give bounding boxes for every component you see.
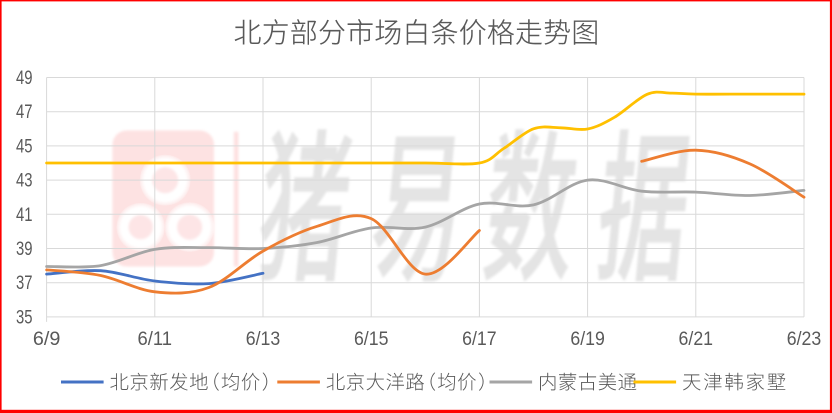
svg-text:6/17: 6/17 (462, 329, 497, 350)
svg-text:43: 43 (16, 171, 33, 192)
svg-text:6/15: 6/15 (354, 329, 389, 350)
svg-text:41: 41 (16, 205, 33, 226)
svg-text:6/9: 6/9 (33, 329, 61, 350)
svg-text:6/23: 6/23 (787, 329, 822, 350)
svg-text:6/19: 6/19 (570, 329, 605, 350)
svg-text:6/13: 6/13 (246, 329, 281, 350)
svg-text:6/11: 6/11 (138, 329, 173, 350)
svg-text:39: 39 (16, 239, 33, 260)
svg-text:6/21: 6/21 (679, 329, 714, 350)
svg-text:45: 45 (16, 136, 33, 157)
svg-text:37: 37 (16, 273, 33, 294)
svg-text:35: 35 (16, 307, 33, 328)
svg-text:49: 49 (16, 68, 33, 89)
svg-text:47: 47 (16, 102, 33, 123)
